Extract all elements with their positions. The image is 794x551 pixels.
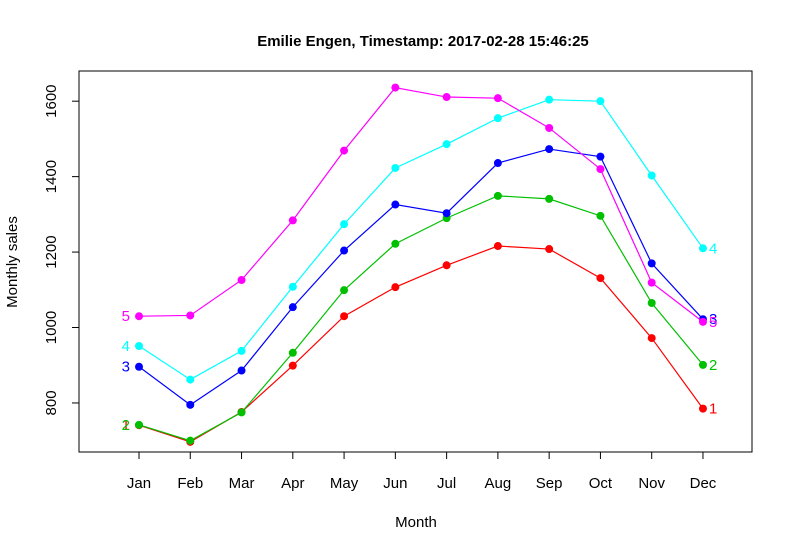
data-point	[493, 159, 502, 168]
data-point	[288, 216, 297, 225]
y-tick-label: 800	[43, 390, 60, 415]
data-point	[545, 95, 554, 104]
x-tick-label: Feb	[177, 475, 203, 492]
data-point	[340, 246, 349, 255]
y-tick-label: 1000	[43, 311, 60, 344]
data-point	[237, 366, 246, 375]
x-tick-label: Nov	[638, 475, 665, 492]
series-start-label: 3	[122, 359, 130, 376]
data-point	[596, 97, 605, 106]
series-line	[138, 195, 704, 442]
data-point	[340, 220, 349, 229]
data-point	[545, 145, 554, 154]
data-point	[698, 317, 707, 326]
series-line	[138, 245, 704, 443]
data-point	[340, 286, 349, 295]
data-point	[135, 362, 143, 371]
data-point	[391, 283, 400, 292]
series-end-label: 3	[709, 311, 717, 328]
data-point	[596, 274, 605, 283]
data-point	[186, 400, 195, 409]
data-point	[698, 360, 707, 369]
series-start-label: 2	[122, 417, 130, 434]
y-tick-label: 1600	[43, 84, 60, 117]
x-axis-ticks: Jan Feb Mar Apr May Jun Jul Aug Sep Oct Nov Dec	[127, 452, 717, 492]
data-point	[647, 259, 656, 268]
y-axis-label: Monthly sales	[4, 216, 21, 308]
x-tick-label: Jun	[383, 475, 407, 492]
data-point	[596, 165, 605, 174]
data-point	[340, 146, 349, 155]
series-1: 11	[122, 242, 717, 446]
data-point	[442, 140, 451, 149]
data-point	[545, 123, 554, 132]
series-end-label: 1	[709, 401, 717, 418]
data-point	[237, 408, 246, 417]
data-point	[237, 275, 246, 284]
series-start-label: 5	[122, 308, 130, 325]
data-point	[135, 312, 143, 321]
x-tick-label: May	[330, 475, 359, 492]
data-point	[493, 114, 502, 123]
data-point	[391, 239, 400, 248]
data-point	[545, 194, 554, 203]
y-axis-ticks: 800 1000 1200 1400 1600	[43, 84, 79, 415]
data-point	[698, 244, 707, 253]
data-point	[135, 341, 143, 350]
data-point	[186, 311, 195, 320]
data-point	[288, 348, 297, 357]
data-point	[596, 211, 605, 220]
data-point	[135, 420, 143, 429]
x-axis-label: Month	[395, 514, 437, 531]
data-point	[647, 278, 656, 287]
data-point	[442, 261, 451, 270]
data-point	[186, 375, 195, 384]
data-point	[647, 334, 656, 343]
series-line	[138, 148, 704, 406]
data-point	[237, 346, 246, 355]
x-tick-label: Aug	[485, 475, 512, 492]
x-tick-label: Mar	[229, 475, 255, 492]
data-point	[493, 242, 502, 251]
series-end-label: 5	[709, 314, 717, 331]
x-tick-label: Jan	[127, 475, 151, 492]
y-tick-label: 1400	[43, 160, 60, 193]
x-tick-label: Sep	[536, 475, 563, 492]
data-point	[596, 152, 605, 161]
data-point	[288, 303, 297, 312]
series-2: 22	[122, 191, 717, 445]
data-point	[391, 200, 400, 209]
data-point	[698, 404, 707, 413]
series-end-label: 2	[709, 357, 717, 374]
data-point	[288, 361, 297, 370]
series-line	[138, 99, 704, 381]
series-4: 44	[122, 95, 717, 384]
data-point	[391, 163, 400, 172]
series-line	[138, 86, 704, 323]
data-point	[442, 93, 451, 102]
data-point	[288, 282, 297, 291]
data-point	[340, 312, 349, 321]
x-tick-label: Jul	[437, 475, 456, 492]
x-tick-label: Dec	[690, 475, 717, 492]
data-point	[493, 94, 502, 103]
data-point	[186, 436, 195, 445]
data-point	[391, 83, 400, 92]
chart-title: Emilie Engen, Timestamp: 2017-02-28 15:4…	[257, 33, 589, 50]
x-tick-label: Apr	[281, 475, 304, 492]
data-point	[647, 171, 656, 180]
series-end-label: 4	[709, 240, 717, 257]
series-start-label: 4	[122, 338, 130, 355]
data-point	[647, 298, 656, 307]
data-point	[493, 191, 502, 200]
data-point	[545, 245, 554, 254]
series-start-label: 1	[122, 417, 130, 434]
data-point	[442, 209, 451, 218]
y-tick-label: 1200	[43, 235, 60, 268]
x-tick-label: Oct	[589, 475, 613, 492]
